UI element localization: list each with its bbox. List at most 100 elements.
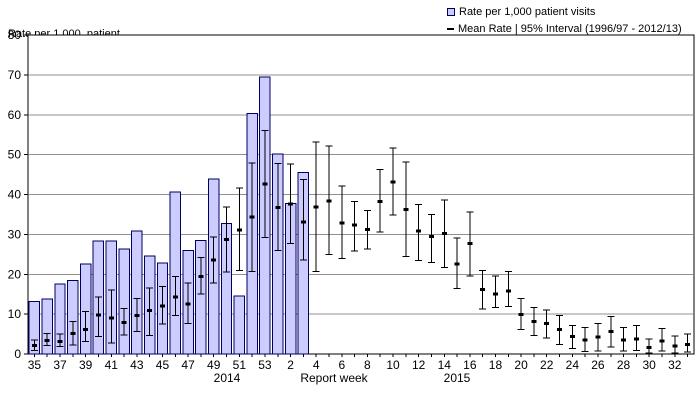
- x-tick-label: 4: [313, 358, 320, 372]
- y-tick-label: 70: [8, 68, 22, 82]
- year-label-2015: 2015: [443, 371, 471, 385]
- x-tick-label: 37: [53, 358, 67, 372]
- mean-interval-errorbar: [30, 339, 38, 351]
- x-tick-label: 26: [591, 358, 605, 372]
- mean-interval-errorbar: [363, 209, 371, 250]
- y-tick-label: 50: [8, 148, 22, 162]
- legend-item-mean: Mean Rate | 95% Interval (1996/97 - 2012…: [447, 20, 682, 37]
- mean-interval-errorbar: [197, 257, 205, 295]
- legend-label-rate: Rate per 1,000 patient visits: [459, 5, 596, 18]
- mean-interval-errorbar: [402, 161, 410, 258]
- rate-bar: [195, 239, 207, 355]
- x-tick-label: 53: [258, 358, 272, 372]
- mean-interval-errorbar: [82, 311, 90, 343]
- mean-interval-errorbar: [287, 163, 295, 245]
- mean-interval-errorbar: [351, 200, 359, 252]
- mean-interval-errorbar: [632, 324, 640, 351]
- mean-interval-errorbar: [338, 185, 346, 259]
- x-tick-label: 35: [28, 358, 42, 372]
- x-axis-title: Report week: [300, 371, 368, 385]
- x-tick-label: 20: [514, 358, 528, 372]
- rate-bar: [169, 191, 181, 355]
- mean-interval-errorbar: [556, 315, 564, 345]
- x-tick-label: 49: [207, 358, 221, 372]
- x-tick-label: 28: [617, 358, 631, 372]
- mean-interval-errorbar: [581, 326, 589, 353]
- x-tick-label: 22: [540, 358, 554, 372]
- rate-bar: [54, 283, 66, 355]
- mean-interval-errorbar: [120, 308, 128, 336]
- x-tick-label: 14: [438, 358, 452, 372]
- mean-interval-errorbar: [133, 298, 141, 332]
- x-tick-label: 18: [489, 358, 503, 372]
- x-tick-label: 8: [364, 358, 371, 372]
- x-tick-label: 30: [642, 358, 656, 372]
- rate-bar: [67, 280, 79, 355]
- y-tick-label: 10: [8, 307, 22, 321]
- legend-item-rate: Rate per 1,000 patient visits: [447, 3, 682, 20]
- mean-interval-errorbar: [479, 270, 487, 310]
- x-axis: 35 37 39 41 43 45 47 49 51 53 2 4 6 8 10 12 14 16 18 20 22 24…: [28, 354, 689, 372]
- mean-interval-errorbar: [43, 332, 51, 347]
- x-tick-label: 24: [566, 358, 580, 372]
- mean-interval-errorbar: [607, 316, 615, 348]
- mean-interval-errorbar: [261, 130, 269, 239]
- mean-interval-errorbar: [184, 282, 192, 324]
- x-tick-label: 16: [463, 358, 477, 372]
- legend-label-mean: Mean Rate | 95% Interval (1996/97 - 2012…: [458, 22, 682, 35]
- mean-interval-errorbar: [440, 199, 448, 268]
- mean-interval-errorbar: [171, 276, 179, 316]
- mean-interval-errorbar: [69, 321, 77, 346]
- y-tick-label: 40: [8, 188, 22, 202]
- mean-interval-errorbar: [466, 211, 474, 277]
- mean-interval-errorbar: [312, 141, 320, 272]
- mean-interval-errorbar: [56, 333, 64, 347]
- legend: Rate per 1,000 patient visits Mean Rate …: [447, 3, 682, 37]
- x-tick-label: 6: [338, 358, 345, 372]
- rate-bar: [28, 300, 41, 355]
- x-tick-label: 10: [386, 358, 400, 372]
- rate-bar: [131, 230, 143, 355]
- x-tick-label: 47: [181, 358, 195, 372]
- rate-bar: [79, 263, 92, 355]
- mean-interval-errorbar: [684, 333, 692, 353]
- mean-interval-errorbar: [620, 327, 628, 352]
- y-tick-label: 80: [8, 28, 22, 42]
- year-label-2014: 2014: [213, 371, 241, 385]
- mean-interval-errorbar: [504, 270, 512, 308]
- x-tick-label: 51: [233, 358, 247, 372]
- rate-bar: [118, 248, 130, 355]
- y-tick-label: 60: [8, 108, 22, 122]
- mean-interval-errorbar: [235, 187, 243, 272]
- x-tick-label: 32: [668, 358, 682, 372]
- mean-interval-errorbar: [415, 203, 423, 261]
- mean-interval-series: [30, 130, 692, 354]
- bar-swatch-icon: [447, 7, 455, 16]
- mean-interval-errorbar: [453, 237, 461, 290]
- mean-interval-errorbar: [671, 335, 679, 354]
- rate-bar: [272, 153, 284, 355]
- x-tick-label: 2: [287, 358, 294, 372]
- mean-interval-errorbar: [299, 179, 307, 261]
- mean-interval-errorbar: [158, 286, 166, 325]
- x-tick-label: 12: [412, 358, 426, 372]
- mean-interval-errorbar: [645, 338, 653, 354]
- mean-interval-errorbar: [658, 327, 666, 352]
- y-tick-label: 30: [8, 227, 22, 241]
- mean-interval-errorbar: [248, 162, 256, 272]
- x-tick-label: 39: [79, 358, 93, 372]
- mean-interval-errorbar: [376, 168, 384, 233]
- mean-interval-errorbar: [427, 213, 435, 263]
- x-tick-label: 41: [105, 358, 119, 372]
- mean-interval-errorbar: [94, 296, 102, 337]
- mean-interval-errorbar: [107, 289, 115, 344]
- mean-dash-icon: [447, 27, 454, 30]
- rate-bar: [41, 298, 53, 355]
- mean-interval-errorbar: [517, 298, 525, 331]
- y-tick-label: 0: [14, 347, 21, 361]
- mean-interval-errorbar: [146, 287, 154, 337]
- mean-interval-errorbar: [210, 236, 218, 284]
- rate-bar: [233, 295, 246, 355]
- y-tick-label: 20: [8, 267, 22, 281]
